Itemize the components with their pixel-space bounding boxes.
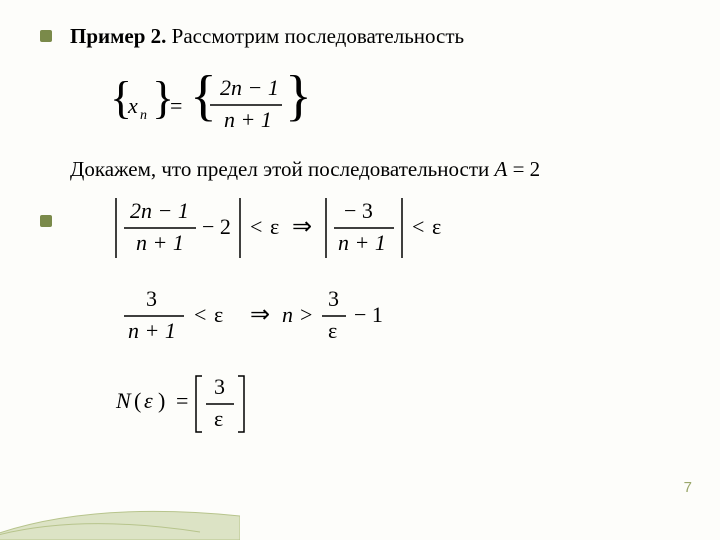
svg-text:<: <	[194, 302, 206, 327]
svg-text:{: {	[190, 69, 217, 127]
equation-step3: N ( ε ) = 3 ε	[110, 368, 680, 440]
svg-text:=: =	[170, 93, 182, 118]
svg-text:3: 3	[146, 286, 157, 311]
svg-text:<: <	[250, 214, 262, 239]
equation-definition: { x n } = { 2n − 1 n + 1 }	[110, 69, 680, 143]
svg-text:⇒: ⇒	[250, 302, 270, 328]
svg-text:n + 1: n + 1	[128, 318, 176, 343]
eq1-sub: n	[140, 108, 147, 123]
svg-text:ε: ε	[214, 302, 223, 327]
svg-text:(: (	[134, 388, 141, 413]
claim-prefix: Докажем, что предел этой последовательно…	[70, 157, 495, 181]
svg-text:− 2: − 2	[202, 214, 231, 239]
claim-suffix: = 2	[507, 157, 540, 181]
claim-line: Докажем, что предел этой последовательно…	[70, 157, 680, 182]
svg-text:<: <	[412, 214, 424, 239]
svg-text:− 1: − 1	[354, 302, 383, 327]
eq1-num: 2n − 1	[220, 75, 279, 100]
svg-text:n + 1: n + 1	[338, 230, 386, 255]
svg-text:ε: ε	[432, 214, 441, 239]
svg-text:ε: ε	[328, 318, 337, 343]
heading-rest: Рассмотрим последовательность	[166, 24, 464, 48]
slide-deco-swoosh	[0, 490, 240, 540]
svg-text:N: N	[115, 388, 132, 413]
svg-text:⇒: ⇒	[292, 214, 312, 240]
heading-line: Пример 2. Рассмотрим последовательность	[70, 24, 680, 49]
heading-bold: Пример 2.	[70, 24, 166, 48]
svg-text:ε: ε	[144, 388, 153, 413]
page-number: 7	[684, 479, 692, 496]
svg-text:− 3: − 3	[344, 198, 373, 223]
svg-text:ε: ε	[270, 214, 279, 239]
svg-text:2n − 1: 2n − 1	[130, 198, 189, 223]
svg-text:ε: ε	[214, 406, 223, 431]
svg-text:3: 3	[328, 286, 339, 311]
svg-text:>: >	[300, 302, 312, 327]
eq1-xvar: x	[127, 93, 138, 118]
slide-bullet-1	[40, 30, 52, 42]
equation-step1: 2n − 1 n + 1 − 2 < ε ⇒ − 3 n + 1 < ε	[110, 190, 680, 268]
slide-bullet-2	[40, 215, 52, 227]
svg-text:): )	[158, 388, 165, 413]
svg-text:=: =	[176, 388, 188, 413]
svg-text:n + 1: n + 1	[136, 230, 184, 255]
svg-text:3: 3	[214, 374, 225, 399]
claim-var: А	[495, 157, 508, 181]
eq1-den: n + 1	[224, 107, 272, 132]
svg-text:}: }	[285, 69, 312, 127]
svg-text:n: n	[282, 302, 293, 327]
equation-step2: 3 n + 1 < ε ⇒ n > 3 ε − 1	[110, 282, 680, 354]
